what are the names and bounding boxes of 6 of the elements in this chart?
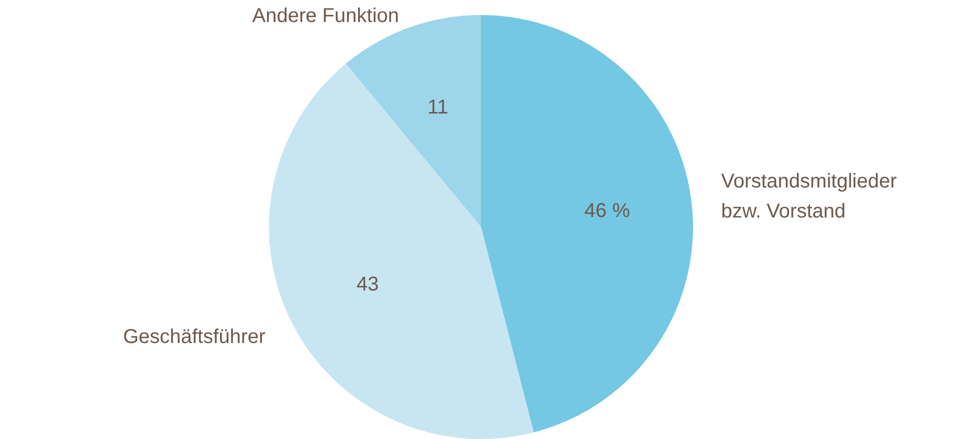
slice-label: Vorstandsmitglieder bzw. Vorstand [721, 170, 898, 223]
data-label: 46 % [584, 200, 630, 222]
slice-label: Geschäftsführer [123, 326, 266, 348]
data-label: 43 [356, 274, 379, 296]
slice-label: Andere Funktion [252, 5, 400, 27]
data-label: 11 [428, 96, 448, 118]
